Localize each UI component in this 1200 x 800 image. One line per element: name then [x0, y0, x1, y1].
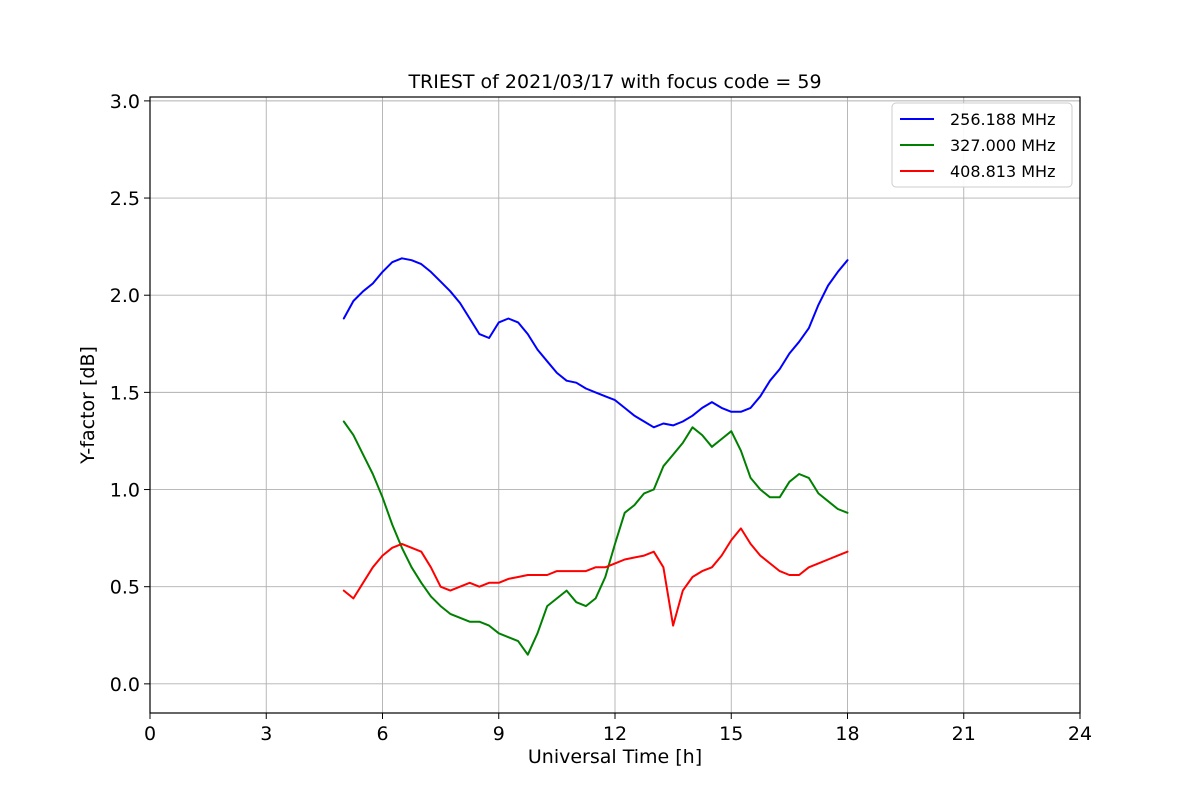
y-axis-ticks: 0.0 0.5 1.0 1.5 2.0 2.5 3.0	[110, 91, 150, 696]
series-line-1	[342, 420, 849, 656]
legend-label-1: 327.000 MHz	[950, 136, 1055, 155]
series-line-2	[342, 527, 849, 627]
legend-label-2: 408.813 MHz	[950, 162, 1055, 181]
y-tick-label-6: 3.0	[110, 91, 140, 113]
series-line-0	[342, 257, 849, 429]
legend: 256.188 MHz 327.000 MHz 408.813 MHz	[891, 102, 1073, 188]
chart-title: TRIEST of 2021/03/17 with focus code = 5…	[407, 71, 821, 93]
x-tick-label-2: 6	[376, 723, 388, 745]
x-tick-label-3: 9	[493, 723, 505, 745]
x-tick-label-1: 3	[260, 723, 272, 745]
y-tick-label-2: 1.0	[110, 480, 140, 502]
legend-box	[891, 102, 1073, 188]
x-tick-label-7: 21	[952, 723, 976, 745]
y-tick-label-1: 0.5	[110, 577, 140, 599]
grid	[149, 97, 1081, 713]
y-axis-label: Y-factor [dB]	[77, 346, 99, 465]
legend-label-0: 256.188 MHz	[950, 110, 1055, 129]
y-tick-label-5: 2.5	[110, 188, 140, 210]
x-axis-ticks: 0 3 6 9 12 15 18 21 24	[144, 713, 1092, 745]
x-tick-label-8: 24	[1068, 723, 1092, 745]
y-tick-label-4: 2.0	[110, 285, 140, 307]
x-tick-label-6: 18	[835, 723, 859, 745]
x-axis-label: Universal Time [h]	[528, 746, 702, 768]
series-layer	[342, 257, 849, 656]
x-tick-label-5: 15	[719, 723, 743, 745]
y-tick-label-3: 1.5	[110, 382, 140, 404]
y-tick-label-0: 0.0	[110, 674, 140, 696]
x-tick-label-0: 0	[144, 723, 156, 745]
x-tick-label-4: 12	[603, 723, 627, 745]
